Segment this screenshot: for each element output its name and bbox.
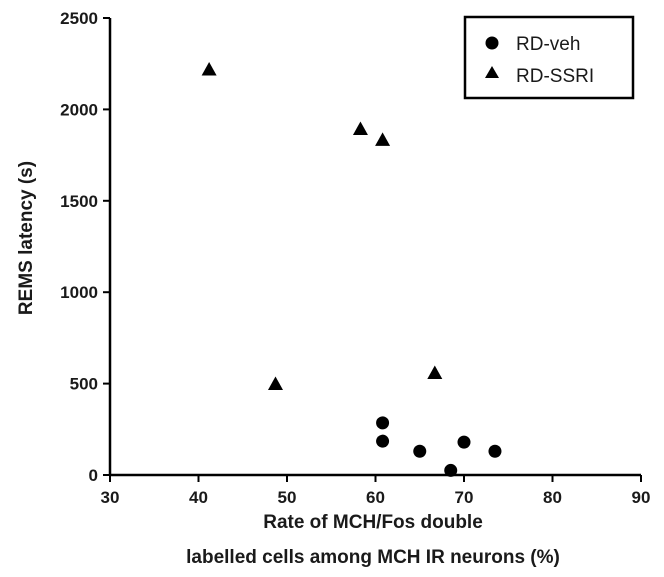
- legend-marker-rd-veh: [486, 37, 499, 50]
- point-rd-veh-1: [376, 435, 389, 448]
- y-tick-label-500: 500: [70, 375, 98, 394]
- y-tick-label-2000: 2000: [60, 100, 98, 119]
- y-tick-label-2500: 2500: [60, 9, 98, 28]
- y-tick-label-0: 0: [89, 466, 98, 485]
- x-tick-label-60: 60: [366, 488, 385, 507]
- point-rd-ssri-0: [202, 62, 217, 76]
- x-axis-title-line-1: Rate of MCH/Fos double: [263, 512, 483, 533]
- y-axis-title: REMS latency (s): [16, 161, 37, 315]
- point-rd-ssri-4: [427, 365, 442, 379]
- point-rd-veh-3: [444, 464, 457, 477]
- x-tick-label-30: 30: [101, 488, 120, 507]
- x-tick-label-40: 40: [189, 488, 208, 507]
- point-rd-ssri-3: [268, 376, 283, 390]
- point-rd-ssri-1: [353, 121, 368, 135]
- legend-label-rd-ssri: RD-SSRI: [516, 66, 594, 87]
- point-rd-veh-4: [458, 436, 471, 449]
- y-tick-label-1000: 1000: [60, 283, 98, 302]
- y-tick-label-1500: 1500: [60, 192, 98, 211]
- legend: RD-veh RD-SSRI: [465, 17, 633, 98]
- point-rd-veh-5: [488, 445, 501, 458]
- point-rd-veh-2: [413, 445, 426, 458]
- legend-label-rd-veh: RD-veh: [516, 34, 580, 55]
- point-rd-ssri-2: [375, 132, 390, 146]
- point-rd-veh-0: [376, 416, 389, 429]
- x-tick-label-70: 70: [455, 488, 474, 507]
- data-points: [202, 62, 502, 477]
- x-axis-title-line-2: labelled cells among MCH IR neurons (%): [186, 547, 560, 568]
- x-tick-label-90: 90: [632, 488, 651, 507]
- x-tick-label-80: 80: [543, 488, 562, 507]
- x-tick-label-50: 50: [278, 488, 297, 507]
